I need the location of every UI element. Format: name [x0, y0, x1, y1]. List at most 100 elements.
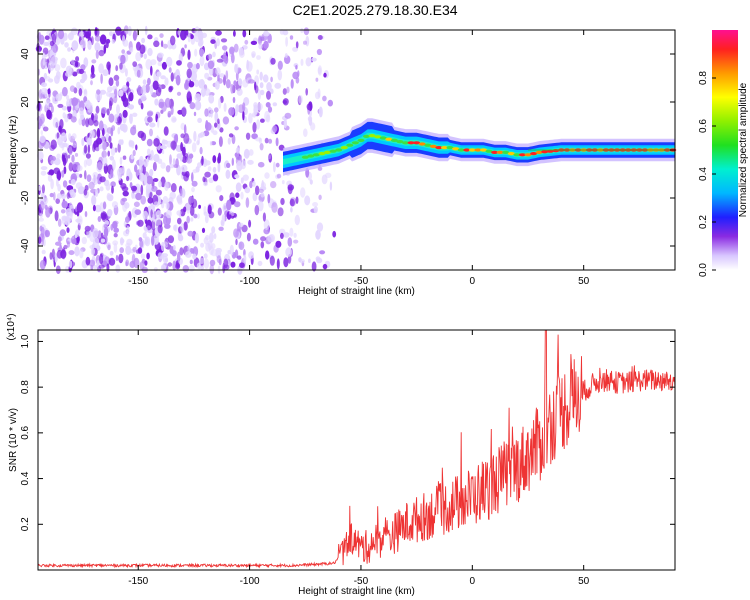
- noise-speckle: [88, 259, 96, 267]
- noise-speckle: [72, 143, 77, 148]
- noise-speckle: [275, 162, 280, 168]
- colorbar-label: Normalized spectral amplitude: [738, 82, 749, 217]
- noise-speckle: [209, 232, 214, 243]
- ridge-core-blob: [446, 146, 454, 150]
- noise-speckle: [111, 201, 119, 209]
- noise-speckle: [89, 231, 96, 243]
- noise-speckle: [75, 182, 83, 190]
- noise-speckle: [295, 41, 299, 49]
- noise-speckle: [270, 76, 273, 83]
- noise-speckle: [122, 124, 128, 133]
- noise-speckle: [103, 226, 109, 238]
- noise-speckle: [207, 204, 212, 215]
- noise-speckle: [98, 49, 105, 57]
- noise-speckle: [110, 224, 114, 231]
- noise-speckle: [237, 255, 242, 260]
- noise-speckle: [147, 34, 153, 40]
- noise-speckle: [203, 88, 211, 96]
- noise-speckle: [44, 35, 50, 40]
- noise-speckle: [275, 137, 279, 147]
- noise-speckle: [100, 73, 103, 85]
- noise-speckle: [152, 205, 155, 213]
- noise-speckle: [79, 249, 84, 259]
- noise-speckle: [187, 244, 191, 253]
- noise-speckle: [47, 174, 53, 182]
- noise-speckle: [99, 120, 104, 131]
- noise-speckle: [217, 73, 220, 83]
- noise-speckle: [199, 257, 205, 265]
- noise-speckle: [128, 171, 133, 181]
- noise-speckle: [243, 150, 250, 159]
- noise-speckle: [284, 53, 288, 59]
- noise-speckle: [311, 57, 317, 62]
- noise-speckle: [149, 156, 154, 161]
- noise-speckle: [60, 57, 67, 69]
- noise-speckle: [122, 190, 129, 197]
- noise-speckle: [103, 44, 107, 54]
- noise-speckle: [289, 198, 295, 207]
- noise-speckle: [270, 57, 276, 65]
- noise-speckle: [222, 52, 227, 63]
- noise-speckle: [40, 130, 43, 136]
- noise-speckle: [64, 114, 69, 123]
- y-tick-label: 0.6: [20, 425, 31, 439]
- noise-speckle: [144, 236, 151, 247]
- noise-speckle: [52, 117, 59, 128]
- noise-speckle: [225, 70, 229, 80]
- noise-speckle: [99, 186, 104, 192]
- noise-speckle: [227, 137, 231, 145]
- noise-speckle: [55, 198, 60, 205]
- ridge-core-blob: [368, 134, 376, 138]
- noise-speckle: [115, 254, 119, 262]
- noise-speckle: [269, 255, 275, 266]
- noise-speckle: [75, 218, 82, 223]
- noise-speckle: [61, 216, 68, 225]
- noise-speckle: [124, 202, 130, 209]
- noise-speckle: [83, 189, 88, 196]
- noise-speckle: [166, 56, 173, 67]
- noise-speckle: [217, 152, 222, 164]
- noise-speckle: [303, 40, 307, 45]
- noise-speckle: [90, 247, 95, 256]
- noise-speckle: [170, 35, 176, 46]
- noise-speckle: [123, 230, 130, 237]
- noise-speckle: [185, 29, 189, 36]
- noise-speckle: [132, 30, 137, 41]
- noise-speckle: [152, 161, 157, 172]
- noise-speckle: [168, 67, 172, 73]
- noise-speckle: [66, 101, 70, 107]
- noise-speckle: [332, 230, 337, 238]
- noise-speckle: [40, 166, 48, 171]
- noise-speckle: [199, 146, 203, 155]
- noise-speckle: [160, 162, 166, 169]
- noise-speckle: [135, 144, 138, 151]
- noise-speckle: [150, 149, 154, 159]
- noise-speckle: [179, 152, 183, 162]
- noise-speckle: [259, 82, 264, 89]
- noise-speckle: [207, 60, 215, 69]
- noise-speckle: [117, 142, 121, 153]
- snr-x-axis-label: Height of straight line (km): [298, 586, 415, 597]
- noise-speckle: [240, 177, 244, 184]
- noise-speckle: [99, 34, 107, 45]
- noise-speckle: [240, 191, 244, 200]
- noise-speckle: [212, 166, 217, 173]
- noise-speckle: [226, 162, 231, 168]
- y-tick-label: 20: [20, 96, 31, 108]
- noise-speckle: [112, 240, 119, 246]
- noise-speckle: [57, 218, 62, 227]
- noise-speckle: [84, 170, 87, 180]
- noise-speckle: [157, 52, 164, 58]
- noise-speckle: [230, 261, 236, 268]
- noise-speckle: [91, 73, 96, 79]
- noise-speckle: [233, 228, 239, 238]
- noise-speckle: [68, 146, 73, 156]
- noise-speckle: [143, 159, 149, 168]
- noise-speckle: [199, 38, 204, 46]
- noise-speckle: [251, 112, 257, 118]
- noise-speckle: [102, 156, 108, 167]
- noise-speckle: [270, 88, 274, 95]
- noise-speckle: [280, 197, 285, 206]
- y-tick-label: 0.8: [20, 380, 31, 394]
- noise-speckle: [115, 264, 121, 273]
